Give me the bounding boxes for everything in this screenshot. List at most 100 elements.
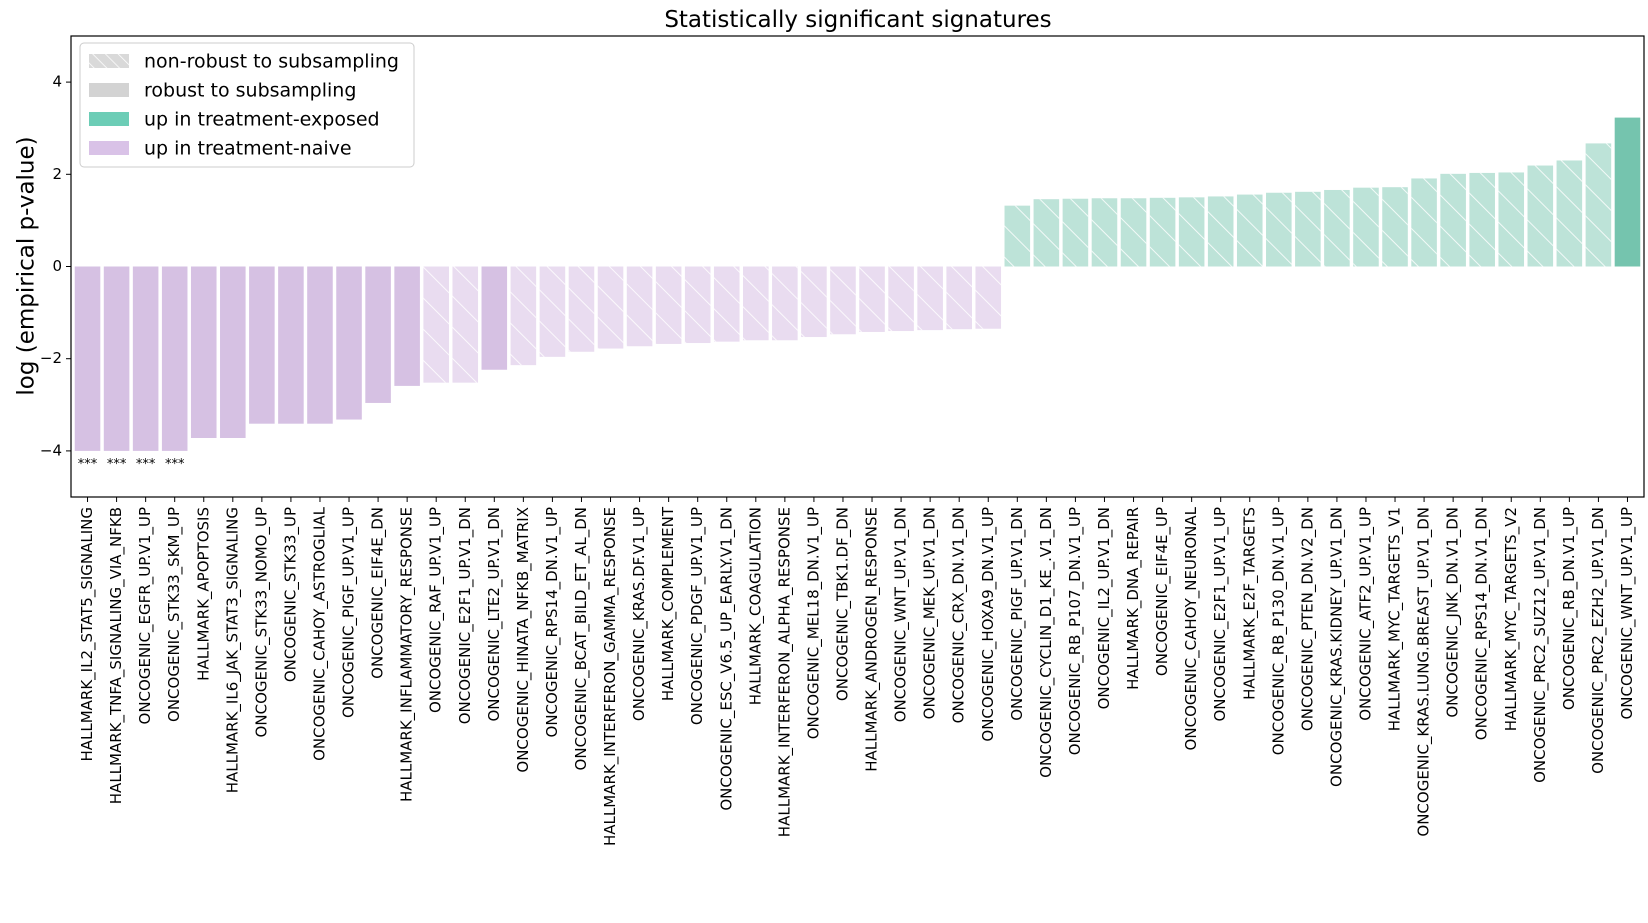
bar [132,266,159,451]
bar-hatch [1411,178,1437,267]
x-tick-label: ONCOGENIC_ATF2_UP.V1_UP [1356,507,1375,721]
bar-hatch [1266,192,1292,267]
x-tick-label: ONCOGENIC_STK33_UP [281,507,300,682]
x-tick-label: HALLMARK_ANDROGEN_RESPONSE [863,507,882,772]
bar-hatch [917,266,943,331]
bar-hatch [1091,198,1118,267]
legend-label: robust to subsampling [144,80,356,102]
x-tick-label: HALLMARK_INTERFERON_GAMMA_RESPONSE [601,507,620,846]
significance-label: *** [165,457,185,472]
x-tick-label: ONCOGENIC_PRC2_EZH2_UP.V1_DN [1589,507,1608,774]
y-axis: −4 −2 0 2 4 [40,73,71,459]
bar-hatch [655,266,682,344]
x-tick-label: ONCOGENIC_LTE2_UP.V1_DN [485,507,504,722]
bar [190,266,217,438]
x-tick-label: ONCOGENIC_STK33_SKM_UP [165,507,184,722]
bar-hatch [1498,172,1525,267]
x-tick-label: ONCOGENIC_EIF4E_UP [1153,507,1172,676]
x-tick-label: ONCOGENIC_CAHOY_NEURONAL [1182,506,1201,750]
significance-label: *** [78,457,98,472]
bar [394,266,420,386]
x-tick-label: ONCOGENIC_KRAS.KIDNEY_UP.V1_DN [1327,507,1346,787]
legend-swatch-hatch [89,54,129,68]
bar-hatch [1295,191,1321,267]
x-tick-label: ONCOGENIC_HOXA9_DN.V1_UP [979,507,998,742]
bar-hatch [946,266,972,330]
bar-hatch [830,266,856,335]
bar-hatch [1033,199,1060,267]
x-tick-label: ONCOGENIC_CRX_DN.V1_DN [950,507,969,723]
y-axis-title: log (empirical p-value) [14,136,40,395]
significance-label: *** [136,457,156,472]
bar [74,266,101,451]
chart-title: Statistically significant signatures [664,7,1051,33]
bar-hatch [1382,187,1408,267]
x-tick-label: HALLMARK_DNA_REPAIR [1124,507,1143,690]
x-tick-label: ONCOGENIC_WNT_UP.V1_DN [892,507,911,722]
bar-hatch [1062,198,1089,267]
x-tick-label: ONCOGENIC_IL2_UP.V1_DN [1095,507,1114,709]
bar-hatch [1585,143,1612,267]
bar-hatch [597,266,624,349]
x-tick-label: ONCOGENIC_RB_DN.V1_UP [1560,507,1579,710]
y-tick-label: 2 [52,165,62,183]
x-tick-label: HALLMARK_IL6_JAK_STAT3_SIGNALING [223,507,242,793]
bar-hatch [539,266,566,357]
x-tick-label: ONCOGENIC_RB_P130_DN.V1_UP [1269,507,1288,755]
y-tick-label: 4 [52,73,62,91]
x-tick-label: ONCOGENIC_PTEN_DN.V2_DN [1298,507,1317,731]
bar-hatch [1120,198,1147,267]
bar-hatch [568,266,595,352]
x-tick-label: ONCOGENIC_WNT_UP.V1_UP [1618,507,1637,720]
bar-hatch [452,266,479,383]
bar [278,266,304,424]
bar-hatch [975,266,1002,329]
x-tick-label: ONCOGENIC_BCAT_BILD_ET_AL_DN [572,507,591,770]
bar-hatch [684,266,711,344]
x-tick-label: HALLMARK_TNFA_SIGNALING_VIA_NFKB [107,507,126,804]
bar-hatch [626,266,653,347]
x-tick-label: HALLMARK_E2F_TARGETS [1240,507,1259,700]
bar [103,266,130,451]
legend-label: non-robust to subsampling [144,51,399,73]
bar [481,266,508,370]
bar-hatch [713,266,740,342]
bar-hatch [1469,172,1495,267]
x-tick-label: HALLMARK_COAGULATION [746,507,765,705]
x-tick-label: HALLMARK_COMPLEMENT [659,506,678,701]
bar-hatch [1149,197,1176,267]
legend-label: up in treatment-naive [144,138,352,160]
x-tick-label: HALLMARK_APOPTOSIS [194,507,213,681]
x-tick-label: ONCOGENIC_ESC_V6.5_UP_EARLY.V1_DN [717,507,736,811]
bar-hatch [1236,194,1263,267]
x-tick-label: ONCOGENIC_RPS14_DN.V1_UP [543,507,562,737]
bar-hatch [801,266,827,338]
x-tick-label: ONCOGENIC_E2F1_UP.V1_UP [1211,507,1230,722]
x-tick-label: HALLMARK_INFLAMMATORY_RESPONSE [398,507,417,802]
bar-hatch [510,266,537,366]
bar-hatch [1207,196,1234,267]
x-tick-label: ONCOGENIC_E2F1_UP.V1_DN [456,507,475,724]
x-tick-label: ONCOGENIC_EGFR_UP.V1_UP [136,507,155,724]
x-tick-label: ONCOGENIC_KRAS.LUNG.BREAST_UP.V1_DN [1415,507,1434,837]
bar-hatch [1353,187,1379,267]
y-tick-label: −2 [40,349,62,367]
x-tick-label: ONCOGENIC_PDGF_UP.V1_UP [688,507,707,725]
significance-label: *** [107,457,127,472]
bar-hatch [1178,197,1205,267]
x-tick-label: ONCOGENIC_KRAS.DF.V1_UP [630,507,649,721]
bar-hatch [1324,189,1350,267]
bar-hatch [743,266,769,341]
legend-frame [79,42,415,168]
bar-hatch [859,266,885,332]
x-tick-label: ONCOGENIC_TBK1.DF_DN [833,507,852,701]
bar [307,266,333,424]
bar [365,266,391,403]
bar-hatch [1556,160,1583,267]
y-tick-label: −4 [40,441,62,459]
bar [336,266,362,420]
x-tick-label: ONCOGENIC_CAHOY_ASTROGLIAL [310,506,329,761]
x-axis: HALLMARK_IL2_STAT5_SIGNALING HALLMARK_TNF… [78,497,1637,846]
bar-hatch [1440,173,1466,267]
legend-label: up in treatment-exposed [144,109,380,131]
